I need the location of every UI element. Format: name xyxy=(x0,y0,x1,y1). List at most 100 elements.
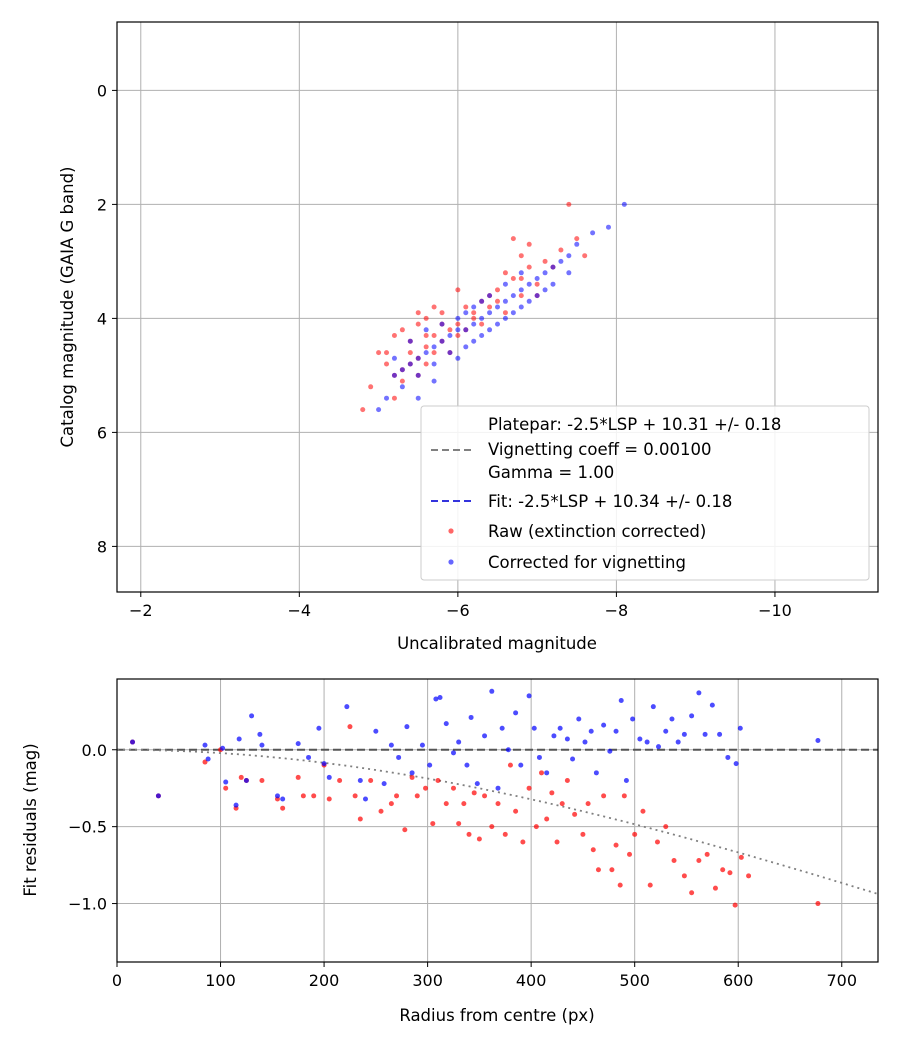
raw-point xyxy=(450,785,456,791)
raw-point xyxy=(595,867,601,873)
raw-point xyxy=(572,811,578,817)
corrected-point xyxy=(644,739,650,745)
raw-point xyxy=(533,824,539,830)
corrected-point xyxy=(489,688,495,694)
corrected-point xyxy=(588,728,594,734)
raw-point xyxy=(368,384,374,390)
raw-point xyxy=(518,276,524,281)
calibration-chart: −2 −4 −6 −8 −10 0 2 4 6 8 Uncalibrated magnitude… xyxy=(58,21,879,653)
raw-point xyxy=(443,801,449,807)
raw-point xyxy=(376,350,382,356)
raw-point xyxy=(300,793,306,799)
corrected-point xyxy=(558,258,564,264)
legend-entry-corrected: Corrected for vignetting xyxy=(488,553,686,572)
legend-box xyxy=(420,405,870,581)
corrected-point xyxy=(737,725,743,731)
raw-point xyxy=(295,774,301,780)
raw-point xyxy=(471,790,477,796)
corrected-point xyxy=(443,721,449,727)
raw-point xyxy=(502,831,508,837)
calibration-x-axis-label: Uncalibrated magnitude xyxy=(397,634,597,653)
raw-point xyxy=(388,801,394,807)
corrected-point xyxy=(431,361,437,367)
corrected-point xyxy=(526,281,532,287)
raw-point xyxy=(360,407,366,413)
corrected-point xyxy=(650,704,656,710)
raw-point xyxy=(617,882,623,888)
corrected-point xyxy=(518,304,524,310)
corrected-point xyxy=(518,270,524,276)
raw-point xyxy=(431,304,437,310)
raw-point xyxy=(352,793,358,799)
corrected-point xyxy=(630,716,636,722)
corrected-point xyxy=(482,733,488,739)
raw-point xyxy=(435,778,441,784)
raw-point xyxy=(559,801,565,807)
legend-entry-vignetting: Vignetting coeff = 0.00100 xyxy=(488,440,712,459)
corrected-point xyxy=(321,761,327,767)
x-tick-label: −10 xyxy=(758,601,792,620)
raw-point xyxy=(391,333,397,338)
corrected-point xyxy=(487,293,493,299)
x-tick-label: −4 xyxy=(288,601,312,620)
corrected-point xyxy=(534,276,540,281)
corrected-point xyxy=(526,693,532,699)
corrected-point xyxy=(574,241,580,247)
raw-point xyxy=(732,902,738,908)
raw-point xyxy=(378,808,384,814)
corrected-point xyxy=(381,781,387,787)
corrected-point xyxy=(202,742,208,748)
corrected-point xyxy=(495,785,501,791)
raw-point xyxy=(574,236,580,242)
corrected-point xyxy=(605,224,611,230)
corrected-point xyxy=(656,744,662,750)
raw-point xyxy=(439,310,445,316)
corrected-point xyxy=(621,201,627,207)
corrected-point xyxy=(205,756,211,762)
raw-point xyxy=(564,778,570,784)
raw-point xyxy=(238,774,244,780)
raw-point xyxy=(640,808,646,814)
corrected-point xyxy=(407,338,413,344)
raw-point xyxy=(391,395,397,401)
corrected-point xyxy=(419,742,425,748)
corrected-point xyxy=(223,779,229,785)
corrected-point xyxy=(709,702,715,708)
corrected-point xyxy=(526,298,532,304)
corrected-point xyxy=(518,762,524,768)
corrected-point xyxy=(415,372,421,378)
raw-point xyxy=(549,790,555,796)
x-tick-label: 300 xyxy=(412,971,443,990)
corrected-point xyxy=(455,315,461,321)
raw-point xyxy=(520,839,526,845)
corrected-point xyxy=(431,378,437,384)
corrected-point xyxy=(536,754,542,760)
corrected-point xyxy=(576,716,582,722)
legend-entry-raw: Raw (extinction corrected) xyxy=(488,522,706,541)
raw-point xyxy=(409,774,415,780)
corrected-point xyxy=(531,725,537,731)
corrected-point xyxy=(487,310,493,316)
corrected-point xyxy=(542,287,548,293)
raw-point xyxy=(590,847,596,853)
corrected-point xyxy=(295,741,301,747)
raw-point xyxy=(727,870,733,876)
raw-point xyxy=(479,321,485,327)
corrected-point xyxy=(675,739,681,745)
corrected-point xyxy=(373,728,379,734)
raw-point xyxy=(704,851,710,857)
legend-entry-fit: Fit: -2.5*LSP + 10.34 +/- 0.18 xyxy=(488,492,732,511)
y-tick-label: 0 xyxy=(97,81,107,100)
legend: Platepar: -2.5*LSP + 10.31 +/- 0.18 Vign… xyxy=(420,405,870,581)
raw-point xyxy=(647,882,653,888)
raw-point xyxy=(357,816,363,822)
raw-point xyxy=(455,321,461,327)
corrected-point xyxy=(464,762,470,768)
corrected-point xyxy=(404,724,410,730)
x-tick-label: −6 xyxy=(446,601,470,620)
corrected-point xyxy=(689,713,695,719)
raw-point xyxy=(399,378,405,384)
vignetting-model-curve xyxy=(117,748,878,895)
corrected-point xyxy=(696,690,702,696)
